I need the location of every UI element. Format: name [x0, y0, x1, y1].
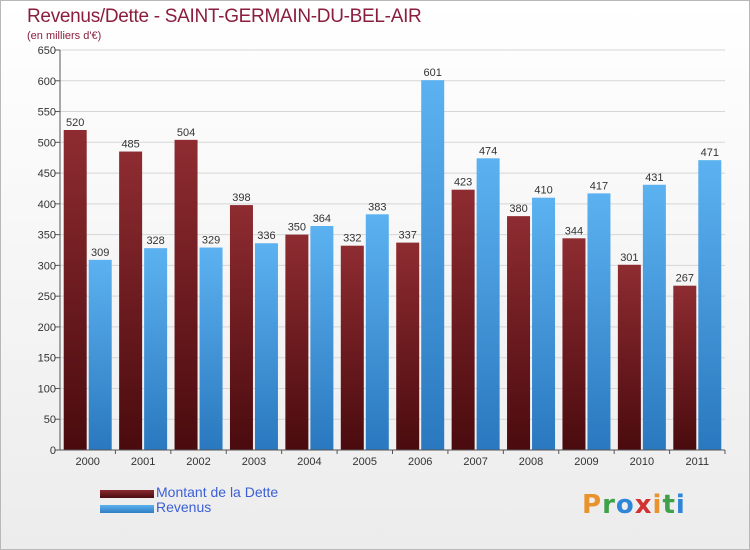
data-label: 350 — [288, 222, 306, 234]
bar-revenus-2003 — [254, 243, 278, 450]
data-label: 328 — [146, 235, 164, 247]
legend-swatch-revenus — [100, 505, 154, 513]
bar-dette-2004 — [285, 234, 309, 450]
bar-revenus-2001 — [144, 248, 168, 450]
bar-dette-2001 — [119, 151, 143, 451]
data-label: 267 — [676, 273, 694, 285]
x-tick-label: 2006 — [408, 456, 432, 468]
bar-revenus-2006 — [421, 80, 445, 451]
axes — [55, 49, 726, 454]
bar-revenus-2011 — [698, 160, 722, 450]
y-tick-label: 400 — [38, 199, 56, 211]
y-tick-label: 200 — [38, 322, 56, 334]
data-label: 344 — [565, 225, 583, 237]
bar-dette-2008 — [507, 216, 531, 450]
logo-letter: P — [582, 490, 603, 520]
bar-revenus-2004 — [310, 226, 334, 450]
data-label: 336 — [257, 230, 275, 242]
bar-revenus-2005 — [365, 214, 389, 450]
x-tick-label: 2004 — [297, 456, 321, 468]
bar-dette-2006 — [396, 242, 420, 450]
logo-letter: i — [652, 490, 663, 520]
bar-revenus-2009 — [587, 193, 611, 450]
bar-revenus-2002 — [199, 247, 223, 450]
x-tick-label: 2000 — [75, 456, 99, 468]
data-label: 410 — [534, 185, 552, 197]
x-tick-label: 2002 — [186, 456, 210, 468]
bar-dette-2003 — [229, 205, 253, 450]
bar-dette-2010 — [617, 264, 641, 450]
data-label: 337 — [399, 230, 417, 242]
data-label: 301 — [620, 252, 638, 264]
proxiti-logo: Proxiti — [582, 490, 686, 520]
x-tick-label: 2003 — [242, 456, 266, 468]
data-label: 431 — [645, 172, 663, 184]
logo-letter: x — [634, 490, 653, 520]
data-label: 601 — [424, 67, 442, 79]
bar-revenus-2010 — [642, 184, 666, 450]
data-label: 417 — [590, 180, 608, 192]
bar-dette-2000 — [63, 130, 87, 450]
data-label: 520 — [66, 117, 84, 129]
bar-dette-2011 — [673, 285, 697, 450]
data-label: 309 — [91, 247, 109, 259]
data-label: 380 — [509, 203, 527, 215]
y-tick-label: 600 — [38, 76, 56, 88]
x-tick-label: 2009 — [574, 456, 598, 468]
y-tick-label: 500 — [38, 137, 56, 149]
x-tick-label: 2005 — [353, 456, 377, 468]
data-label: 329 — [202, 235, 220, 247]
y-tick-label: 0 — [50, 445, 56, 457]
data-label: 398 — [232, 192, 250, 204]
legend-label-dette: Montant de la Dette — [156, 484, 279, 500]
chart-title: Revenus/Dette - SAINT-GERMAIN-DU-BEL-AIR — [27, 6, 422, 27]
y-tick-label: 100 — [38, 383, 56, 395]
data-label: 332 — [343, 233, 361, 245]
bar-dette-2002 — [174, 139, 198, 450]
chart-subtitle: (en milliers d'€) — [27, 30, 102, 42]
y-tick-label: 350 — [38, 230, 56, 242]
data-label: 423 — [454, 177, 472, 189]
bar-dette-2007 — [451, 189, 475, 450]
y-tick-label: 550 — [38, 107, 56, 119]
x-tick-label: 2007 — [463, 456, 487, 468]
logo-letter: i — [675, 490, 686, 520]
grid-lines — [60, 49, 725, 451]
x-tick-label: 2011 — [685, 456, 709, 468]
x-tick-label: 2001 — [131, 456, 155, 468]
y-tick-label: 300 — [38, 260, 56, 272]
data-label: 485 — [121, 139, 139, 151]
y-tick-label: 50 — [44, 414, 56, 426]
data-label: 474 — [479, 145, 497, 157]
y-tick-label: 250 — [38, 291, 56, 303]
logo-letter: o — [615, 490, 635, 520]
legend-swatch-dette — [100, 490, 154, 498]
data-label: 383 — [368, 201, 386, 213]
data-label: 504 — [177, 127, 195, 139]
bar-revenus-2000 — [88, 259, 112, 450]
x-tick-label: 2008 — [519, 456, 543, 468]
bar-revenus-2008 — [532, 197, 556, 450]
bar-dette-2009 — [562, 238, 586, 450]
x-tick-label: 2010 — [630, 456, 654, 468]
labels: 0 50 100 150 200 250 300 350 400 450 500 550 600 650 5… — [38, 45, 719, 468]
y-tick-label: 450 — [38, 168, 56, 180]
bars — [63, 80, 722, 451]
data-label: 471 — [701, 147, 719, 159]
y-tick-label: 650 — [38, 45, 56, 57]
legend-label-revenus: Revenus — [156, 499, 212, 515]
logo-letter: r — [602, 490, 616, 520]
bar-revenus-2007 — [476, 158, 500, 451]
y-tick-label: 150 — [38, 353, 56, 365]
logo-letter: t — [662, 490, 676, 520]
bar-dette-2005 — [340, 245, 364, 450]
data-label: 364 — [313, 213, 331, 225]
